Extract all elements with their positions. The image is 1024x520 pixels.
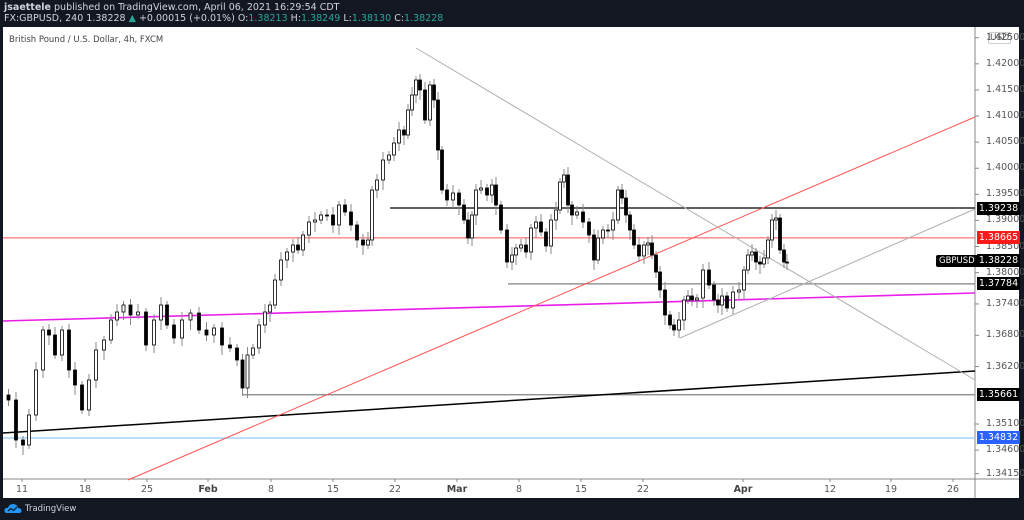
- last-price: 1.38228: [86, 13, 126, 24]
- open-label: O:: [237, 13, 249, 24]
- up-triangle-icon: ▲: [128, 13, 136, 24]
- time-tick-label: 12: [823, 484, 837, 495]
- time-tick-label: 15: [574, 484, 588, 495]
- price-tag: 1.34832: [977, 431, 1020, 445]
- low-label: L:: [343, 13, 352, 24]
- publish-text: published on TradingView.com, April 06, …: [54, 2, 340, 13]
- author-name[interactable]: jsaettele: [4, 2, 51, 13]
- price-tick-label: 1.40000: [986, 162, 1024, 174]
- price-tick-label: 1.34150: [986, 467, 1024, 479]
- price-tick-label: 1.38500: [986, 240, 1024, 252]
- open-value: 1.38213: [248, 13, 288, 24]
- symbol-info: FX:GBPUSD, 240 1.38228 ▲ +0.00015 (+0.01…: [4, 13, 443, 24]
- price-tick-label: 1.40500: [986, 136, 1024, 148]
- time-tick-label: 22: [636, 484, 650, 495]
- close-value: 1.38228: [404, 13, 444, 24]
- price-change: +0.00015 (+0.01%): [138, 13, 235, 24]
- axis-ticks: [21, 37, 979, 482]
- chart-title: British Pound / U.S. Dollar, 4h, FXCM: [9, 35, 164, 45]
- time-tick-label: Mar: [446, 484, 468, 495]
- price-tick-label: 1.37400: [986, 297, 1024, 309]
- time-tick-label: 11: [15, 484, 29, 495]
- publish-info: jsaettele published on TradingView.com, …: [4, 2, 339, 13]
- price-tick-label: 1.38000: [986, 266, 1024, 278]
- currency-label[interactable]: USD: [988, 32, 1012, 44]
- price-tick-label: 1.36200: [986, 360, 1024, 372]
- candles-layer: [6, 74, 789, 455]
- high-value: 1.38249: [301, 13, 341, 24]
- symbol-interval: FX:GBPUSD, 240: [4, 13, 84, 24]
- price-tag: 1.39238: [977, 201, 1020, 215]
- tradingview-cloud-icon: [4, 504, 22, 513]
- price-tick-label: 1.41500: [986, 83, 1024, 95]
- price-tick-label: 1.42500: [986, 31, 1024, 43]
- price-tick-label: 1.39000: [986, 214, 1024, 226]
- time-tick-label: 25: [140, 484, 154, 495]
- price-tick-label: 1.39500: [986, 188, 1024, 200]
- price-tag: 1.38228: [977, 254, 1020, 268]
- time-tick-label: 15: [326, 484, 340, 495]
- price-tag: 1.35661: [977, 388, 1020, 402]
- price-tick-label: 1.41000: [986, 110, 1024, 122]
- price-tick-label: 1.36800: [986, 329, 1024, 341]
- price-tick-label: 1.35100: [986, 418, 1024, 429]
- time-tick-label: Feb: [198, 484, 218, 495]
- time-tick-label: 26: [946, 484, 960, 495]
- price-tag: 1.37784: [977, 277, 1020, 291]
- close-label: C:: [394, 13, 405, 24]
- low-value: 1.38130: [351, 13, 392, 24]
- time-tick-label: 8: [267, 484, 275, 495]
- price-tick-label: 1.34600: [986, 444, 1024, 456]
- time-tick-label: 18: [78, 484, 92, 495]
- time-tick-label: 22: [388, 484, 402, 495]
- time-tick-label: 19: [884, 484, 898, 495]
- price-tick-label: 1.42000: [986, 57, 1024, 69]
- brand-name: TradingView: [25, 503, 77, 514]
- chart-panel[interactable]: [3, 27, 1019, 498]
- time-tick-label: 8: [515, 484, 523, 495]
- symbol-tag: GBPUSD: [936, 255, 978, 267]
- high-label: H:: [290, 13, 302, 24]
- footer-brand[interactable]: TradingView: [4, 503, 76, 514]
- price-tag: 1.38665: [977, 231, 1020, 245]
- drawings-layer: [2, 47, 976, 481]
- time-tick-label: Apr: [733, 484, 753, 495]
